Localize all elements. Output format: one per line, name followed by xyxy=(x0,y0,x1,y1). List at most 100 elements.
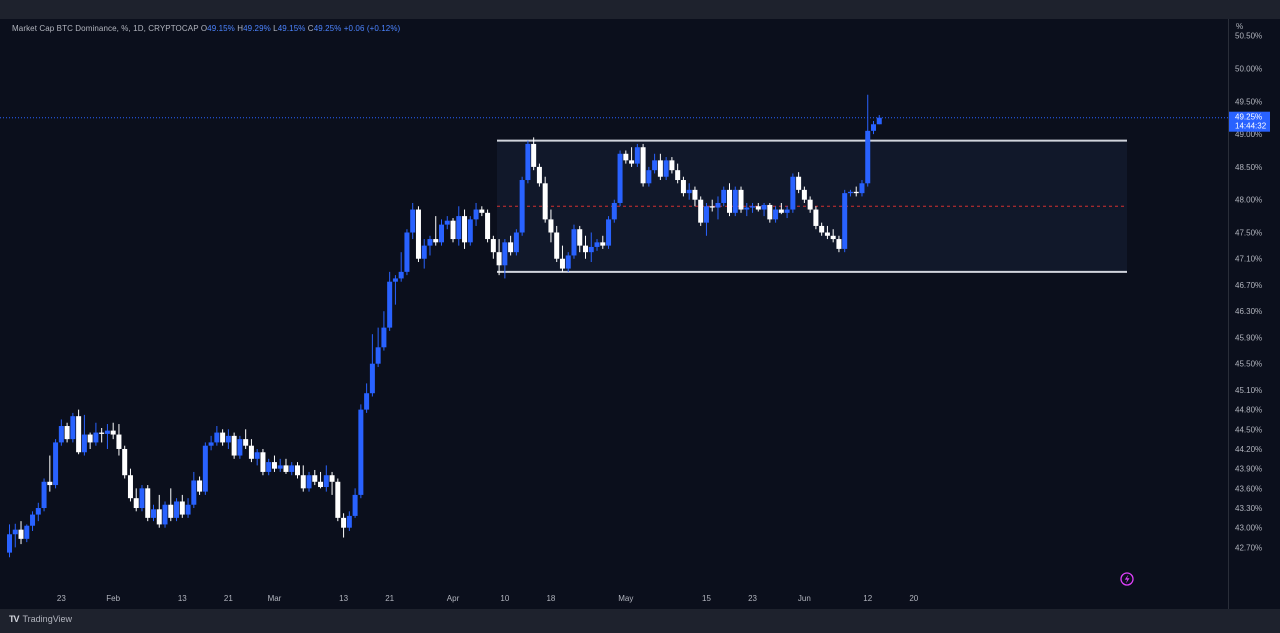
symbol-legend: Market Cap BTC Dominance, %, 1D, CRYPTOC… xyxy=(12,24,400,33)
candle-body xyxy=(594,242,600,247)
candle-body xyxy=(76,416,82,453)
candle-body xyxy=(156,509,162,525)
candle-body xyxy=(542,183,548,220)
candle-body xyxy=(202,445,208,492)
time-tick-label: 20 xyxy=(909,594,918,603)
price-tick-label: 43.00% xyxy=(1235,524,1262,533)
price-axis-unit: % xyxy=(1236,22,1244,31)
candle-body xyxy=(174,501,180,518)
candle-body xyxy=(565,255,571,269)
candle-body xyxy=(519,180,525,233)
price-tick-label: 43.30% xyxy=(1235,504,1262,513)
candle-body xyxy=(525,143,531,181)
candle-body xyxy=(502,242,508,266)
candle-body xyxy=(536,166,542,184)
candle-body xyxy=(623,153,629,161)
current-price-tag xyxy=(1229,111,1270,132)
price-tick-label: 50.00% xyxy=(1235,65,1262,74)
price-tick-label: 47.10% xyxy=(1235,255,1262,264)
countdown-timer: 14:44:32 xyxy=(1235,122,1267,131)
candle-body xyxy=(237,439,243,456)
candle-body xyxy=(450,220,456,240)
candle-body xyxy=(415,209,421,259)
candle-body xyxy=(151,509,156,518)
candle-body xyxy=(30,514,36,526)
candle-body xyxy=(467,219,473,243)
candle-body xyxy=(755,206,761,210)
candle-body xyxy=(634,147,640,164)
legend-high-value: 49.29% xyxy=(243,24,271,33)
candle-body xyxy=(364,393,370,410)
candle-body xyxy=(600,242,606,246)
candle-body xyxy=(485,212,491,240)
time-tick-label: Apr xyxy=(447,594,460,603)
price-tick-label: 50.50% xyxy=(1235,32,1262,41)
candle-body xyxy=(675,170,681,181)
time-tick-label: 23 xyxy=(57,594,66,603)
candle-body xyxy=(652,160,658,171)
candle-body xyxy=(168,504,174,518)
candle-body xyxy=(715,202,721,208)
candle-body xyxy=(640,147,646,184)
candle-body xyxy=(548,219,554,233)
candle-body xyxy=(588,246,594,253)
price-tick-label: 48.50% xyxy=(1235,163,1262,172)
candle-body xyxy=(606,219,612,246)
price-tick-label: 45.50% xyxy=(1235,360,1262,369)
candle-body xyxy=(692,189,698,200)
candle-body xyxy=(300,475,306,489)
candle-body xyxy=(133,498,139,509)
candle-body xyxy=(750,206,756,208)
price-tick-label: 45.10% xyxy=(1235,386,1262,395)
candle-body xyxy=(496,252,502,266)
footer-bar xyxy=(0,609,1280,633)
legend-high-label: H xyxy=(237,24,244,33)
legend-close-label: C xyxy=(307,24,314,33)
candle-body xyxy=(220,432,226,443)
candle-body xyxy=(611,202,617,220)
candle-body xyxy=(842,193,848,249)
candle-body xyxy=(813,209,819,226)
candle-body xyxy=(375,347,381,364)
top-strip xyxy=(0,0,1280,19)
candle-body xyxy=(162,504,168,525)
lightning-alert-icon[interactable] xyxy=(1120,572,1134,586)
time-tick-label: 13 xyxy=(339,594,348,603)
candle-body xyxy=(784,209,790,213)
candle-body xyxy=(801,189,807,200)
candle-body xyxy=(381,327,387,348)
candle-body xyxy=(663,160,669,177)
candle-body xyxy=(398,271,404,279)
candle-body xyxy=(64,426,70,440)
candle-body xyxy=(830,235,836,240)
candle-body xyxy=(859,183,865,194)
candle-body xyxy=(191,480,197,505)
candle-body xyxy=(444,220,450,225)
candle-body xyxy=(197,480,203,492)
candle-body xyxy=(531,143,537,167)
price-tick-label: 45.90% xyxy=(1235,333,1262,342)
candle-body xyxy=(738,189,744,210)
candle-body xyxy=(392,278,398,282)
tradingview-brand[interactable]: TV TradingView xyxy=(9,614,72,624)
price-tick-label: 43.90% xyxy=(1235,465,1262,474)
candle-body xyxy=(577,229,583,246)
candle-body xyxy=(248,445,254,459)
time-tick-label: 21 xyxy=(224,594,233,603)
candle-body xyxy=(185,504,191,515)
candle-body xyxy=(773,209,779,220)
candle-body xyxy=(306,475,312,489)
candle-body xyxy=(686,189,692,194)
candle-body xyxy=(646,170,652,184)
current-price-value: 49.25% xyxy=(1235,113,1262,122)
candle-body xyxy=(433,239,439,243)
candle-body xyxy=(35,508,41,515)
candle-body xyxy=(283,465,289,472)
price-tick-label: 49.50% xyxy=(1235,97,1262,106)
candle-body xyxy=(208,442,214,446)
candle-body xyxy=(254,452,260,459)
candle-body xyxy=(410,209,416,233)
candle-body xyxy=(99,432,105,434)
legend-open-value: 49.15% xyxy=(207,24,235,33)
